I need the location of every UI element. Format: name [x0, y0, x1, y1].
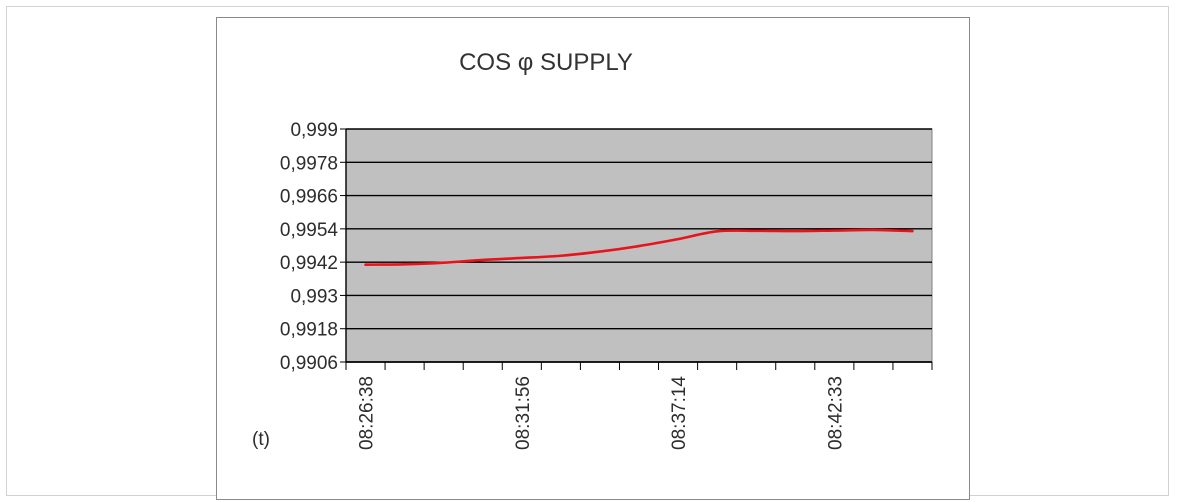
x-axis-label: (t) [252, 429, 270, 450]
series-line-cos-phi [364, 228, 914, 266]
y-tick-label: 0,9918 [280, 320, 338, 341]
y-tick-label: 0,9978 [280, 153, 338, 174]
y-tick-label: 0,9906 [280, 353, 338, 374]
x-tick-label: 08:42:33 [825, 376, 846, 450]
chart-title: COS φ SUPPLY [459, 49, 633, 76]
x-tick-label: 08:37:14 [669, 376, 690, 450]
x-axis: 08:26:38 08:31:56 08:37:14 08:42:33 [345, 361, 933, 450]
x-tick-label: 08:31:56 [513, 376, 534, 450]
x-tick-label: 08:26:38 [357, 376, 378, 450]
y-tick-label: 0,993 [290, 286, 338, 307]
y-tick-label: 0,999 [290, 120, 338, 141]
y-tick-label: 0,9954 [280, 220, 339, 241]
y-tick-label: 0,9942 [280, 253, 338, 274]
y-axis: 0,999 0,9978 0,9966 0,9954 0,9942 0,993 0,9918… [280, 120, 347, 374]
y-tick-label: 0,9966 [280, 187, 338, 208]
